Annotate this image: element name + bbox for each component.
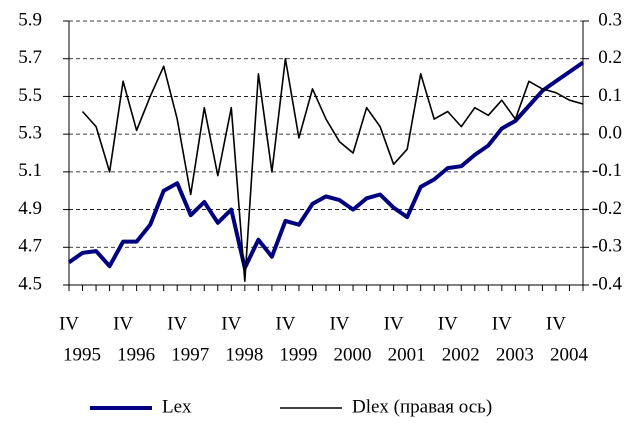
y2-tick-label: 0.0 — [598, 123, 622, 144]
x-tick-label: 2004 — [550, 344, 589, 365]
x-tick-label: IV — [113, 313, 133, 334]
x-tick-label: IV — [59, 313, 79, 334]
y-tick-label: 5.9 — [18, 9, 42, 30]
x-tick-label: IV — [329, 313, 349, 334]
x-tick-label: IV — [438, 313, 458, 334]
x-tick-label: IV — [275, 313, 295, 334]
x-tick-label: IV — [384, 313, 404, 334]
x-tick-label: 1995 — [63, 344, 101, 365]
legend-label: Dlex (правая ось) — [352, 396, 492, 417]
series-line — [67, 60, 585, 270]
y2-tick-label: -0.3 — [592, 236, 622, 257]
x-tick-label: 1998 — [225, 344, 263, 365]
y2-tick-label: -0.4 — [592, 273, 623, 294]
x-tick-label: 1999 — [279, 344, 317, 365]
y-tick-label: 4.5 — [18, 273, 42, 294]
y-tick-label: 4.9 — [18, 198, 42, 219]
x-tick-label: 2001 — [388, 344, 426, 365]
x-tick-label: 2003 — [496, 344, 534, 365]
y-tick-label: 5.5 — [18, 85, 42, 106]
y-tick-label: 5.3 — [18, 123, 42, 144]
x-tick-label: 2002 — [442, 344, 480, 365]
y2-tick-label: 0.3 — [598, 9, 622, 30]
x-tick-label: 1996 — [117, 344, 155, 365]
y-tick-label: 4.7 — [18, 236, 42, 257]
y2-tick-label: 0.1 — [598, 85, 622, 106]
x-tick-label: IV — [221, 313, 241, 334]
x-tick-label: 1997 — [171, 344, 209, 365]
y-tick-label: 5.7 — [18, 47, 42, 68]
legend-label: Lex — [162, 396, 192, 417]
series-line — [81, 57, 584, 282]
x-tick-label: 2000 — [334, 344, 372, 365]
x-tick-label: IV — [546, 313, 566, 334]
y2-tick-label: -0.2 — [592, 198, 622, 219]
y2-tick-label: 0.2 — [598, 47, 622, 68]
x-tick-label: IV — [167, 313, 187, 334]
x-tick-label: IV — [492, 313, 512, 334]
y2-tick-label: -0.1 — [592, 160, 622, 181]
y-tick-label: 5.1 — [18, 160, 42, 181]
